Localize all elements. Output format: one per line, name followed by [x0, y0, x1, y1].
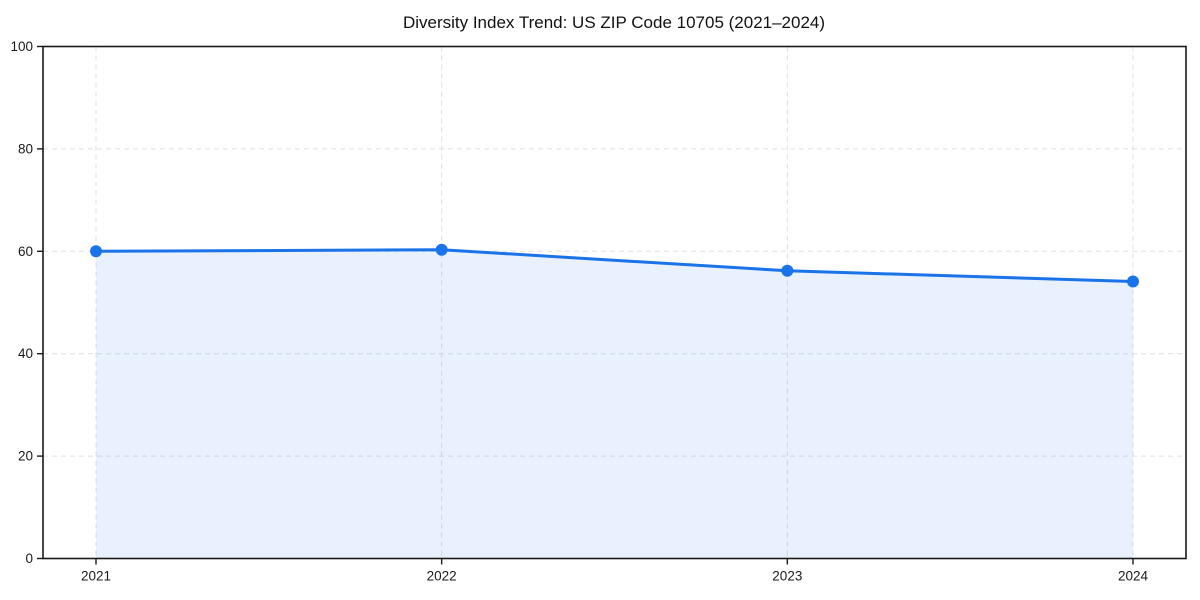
- data-point-2024: [1127, 275, 1139, 288]
- y-tick-label: 80: [18, 141, 33, 156]
- y-tick-label: 60: [18, 244, 33, 259]
- chart-title: Diversity Index Trend: US ZIP Code 10705…: [403, 13, 825, 32]
- area-fill: [96, 249, 1133, 559]
- plot-area: 0 20 40 60 80 100 2021 2022 2023 2024: [10, 39, 1187, 584]
- y-tick-label: 40: [18, 346, 33, 361]
- x-tick-label: 2023: [772, 569, 802, 584]
- y-tick-label: 0: [25, 551, 33, 566]
- data-point-2021: [90, 245, 102, 258]
- data-point-2022: [435, 243, 448, 256]
- data-point-2023: [781, 264, 794, 277]
- y-tick-label: 100: [10, 39, 33, 54]
- x-tick-label: 2024: [1118, 569, 1149, 584]
- plot-border: [42, 45, 1187, 560]
- trend-line: [94, 248, 1135, 284]
- x-tick-label: 2021: [81, 569, 111, 584]
- y-tick-label: 20: [18, 449, 33, 464]
- x-tick-label: 2022: [427, 569, 457, 584]
